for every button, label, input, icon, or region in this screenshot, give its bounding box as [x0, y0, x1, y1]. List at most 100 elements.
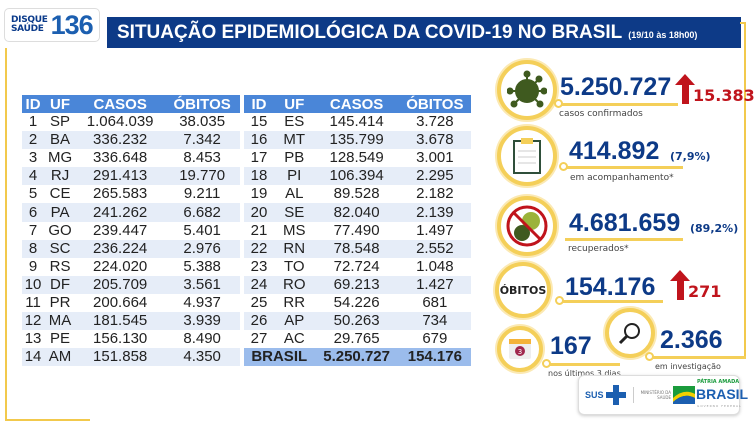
- clipboard-icon-circle: [497, 126, 557, 186]
- divider: [565, 238, 683, 241]
- slogan: PÁTRIA AMADA: [697, 379, 740, 385]
- cell-casos: 336.648: [93, 149, 148, 167]
- table-row: 6 PA 241.262 6.682: [22, 203, 240, 222]
- table-row: 27 AC 29.765 679: [244, 330, 471, 348]
- cell-uf: RR: [283, 293, 306, 311]
- cell-obitos: 681: [422, 293, 448, 311]
- states-table-left: ID UF CASOS ÓBITOS 1 SP 1.064.039 38.035 2 BA 336.…: [22, 95, 240, 367]
- logo-line1: DISQUE: [11, 15, 48, 25]
- cell-obitos: 3.939: [164, 312, 240, 331]
- cell-uf: SP: [50, 113, 71, 131]
- table-row: 9 RS 224.020 5.388: [22, 258, 240, 276]
- cell-uf: SC: [44, 239, 77, 258]
- column-header: ID: [244, 95, 274, 113]
- table-header-row: ID UF CASOS ÓBITOS: [244, 95, 471, 113]
- table-row: 1 SP 1.064.039 38.035: [22, 113, 240, 131]
- cell-casos: 135.799: [314, 131, 399, 150]
- cell-id: 16: [244, 131, 274, 150]
- arrow-up-icon: [682, 84, 689, 104]
- frame-line: [740, 22, 746, 24]
- table-row: 2 BA 336.232 7.342: [22, 131, 240, 150]
- cell-uf: PB: [284, 149, 305, 167]
- cell-id: 3: [28, 149, 38, 167]
- cell-uf: MT: [274, 131, 315, 150]
- cell-uf: RO: [274, 275, 315, 294]
- cell-id: 26: [244, 312, 274, 331]
- table-row: 8 SC 236.224 2.976: [22, 239, 240, 258]
- cell-id: 4: [22, 167, 45, 186]
- cell-casos: 50.263: [314, 312, 399, 331]
- brasil-logo-text: BRASIL: [696, 386, 749, 402]
- table-row: 13 PE 156.130 8.490: [22, 330, 240, 348]
- cell-uf: TO: [283, 257, 305, 275]
- government-logos: SUS MINISTÉRIO DA SAÚDE PÁTRIA AMADA BRA…: [578, 375, 748, 415]
- states-table-right: ID UF CASOS ÓBITOS 15 ES 145.414 3.728 16 MT 135.7…: [244, 95, 471, 367]
- table-row: 5 CE 265.583 9.211: [22, 185, 240, 203]
- table-header-row: ID UF CASOS ÓBITOS: [22, 95, 240, 113]
- cell-id: 27: [250, 330, 268, 348]
- cell-uf: GO: [48, 221, 72, 239]
- divider: [633, 387, 634, 403]
- table-row: 19 AL 89.528 2.182: [244, 185, 471, 203]
- cell-obitos: 19.770: [164, 167, 240, 186]
- page-title-bar: SITUAÇÃO EPIDEMIOLÓGICA DA COVID-19 NO B…: [107, 17, 741, 48]
- sus-logo: SUS: [585, 390, 604, 400]
- cell-obitos: 2.976: [164, 239, 240, 258]
- frame-line: [5, 419, 90, 421]
- cell-casos: 54.226: [333, 293, 380, 311]
- cell-id: 24: [244, 275, 274, 294]
- frame-line: [744, 22, 746, 357]
- cell-id: 1: [28, 113, 38, 131]
- table-row: 16 MT 135.799 3.678: [244, 131, 471, 150]
- cell-obitos: 3.678: [398, 131, 471, 150]
- brasil-flag-icon: [673, 386, 695, 404]
- cell-obitos: 3.561: [164, 275, 240, 294]
- cell-obitos: 5.388: [183, 257, 221, 275]
- cell-casos: 106.394: [314, 167, 399, 186]
- calendar-icon-circle: 3: [497, 326, 543, 372]
- cell-obitos: 2.139: [398, 203, 471, 222]
- sus-cross-icon: [606, 385, 626, 405]
- ministry-logo: MINISTÉRIO DA SAÚDE: [640, 390, 671, 400]
- cell-id: 7: [28, 221, 38, 239]
- confirmed-cases-value: 5.250.727: [560, 73, 672, 101]
- table-row: 18 PI 106.394 2.295: [244, 167, 471, 186]
- cell-casos: 156.130: [93, 330, 148, 348]
- cell-uf: CE: [49, 185, 71, 203]
- cell-casos: 181.545: [76, 312, 165, 331]
- cell-id: 13: [24, 330, 42, 348]
- table-row: 20 SE 82.040 2.139: [244, 203, 471, 222]
- deaths-badge: ÓBITOS: [499, 283, 547, 297]
- column-header: ÓBITOS: [164, 95, 240, 113]
- column-header: ID: [22, 95, 45, 113]
- cell-uf: DF: [44, 275, 77, 294]
- cell-casos: 82.040: [314, 203, 399, 222]
- cell-obitos: 679: [422, 330, 448, 348]
- cell-casos: 145.414: [329, 113, 384, 131]
- cell-id: 19: [250, 185, 268, 203]
- cell-id: 25: [250, 293, 268, 311]
- cell-uf: PR: [49, 293, 71, 311]
- column-header: ÓBITOS: [398, 95, 471, 113]
- cell-casos: 336.232: [76, 131, 165, 150]
- cell-id: 20: [244, 203, 274, 222]
- cell-id: 2: [22, 131, 45, 150]
- cell-uf: PE: [50, 330, 71, 348]
- deaths-badge-circle: ÓBITOS: [495, 262, 551, 318]
- table-row: 7 GO 239.447 5.401: [22, 222, 240, 240]
- recovered-label: recuperados*: [568, 244, 629, 254]
- cell-casos: 200.664: [93, 293, 148, 311]
- cell-id: 5: [28, 185, 38, 203]
- divider: [651, 356, 746, 359]
- deaths-increase: 271: [688, 282, 722, 301]
- deaths-value: 154.176: [565, 273, 656, 301]
- cell-uf: RN: [274, 239, 315, 258]
- cell-uf: PA: [44, 203, 77, 222]
- table-row: 21 MS 77.490 1.497: [244, 222, 471, 240]
- cell-casos: 239.447: [93, 221, 148, 239]
- cell-uf: MS: [282, 221, 306, 239]
- cell-casos: 29.765: [333, 330, 380, 348]
- cell-obitos: 5.401: [183, 221, 221, 239]
- cell-obitos: 2.182: [416, 185, 454, 203]
- cell-obitos: 9.211: [183, 185, 221, 203]
